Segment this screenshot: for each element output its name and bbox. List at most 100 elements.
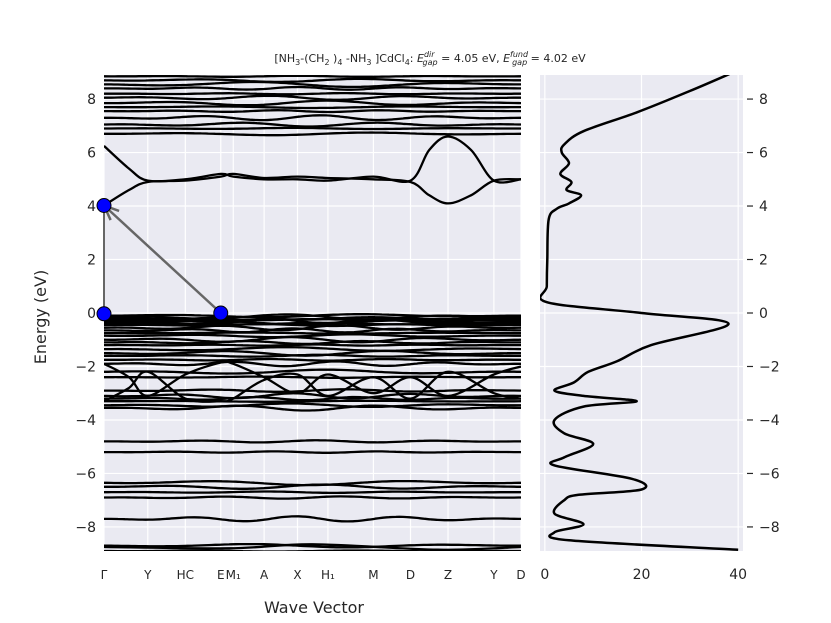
valence-band-line — [104, 327, 521, 334]
dos-x-tick-label: 0 — [540, 567, 549, 583]
conduction-band-line — [104, 131, 521, 137]
valence-band-line — [104, 335, 521, 344]
y-axis-label: Energy (eV) — [31, 270, 50, 364]
kpoint-label: Z — [444, 568, 452, 582]
valence-band-line — [104, 333, 521, 339]
conduction-band-line — [104, 75, 521, 78]
valence-band-line — [104, 549, 521, 551]
conduction-band-line — [104, 85, 521, 91]
title-egap-symbol-fund: E — [503, 52, 510, 65]
conduction-band-line — [104, 105, 521, 110]
conduction-band-line — [104, 121, 521, 128]
title-formula-a: [NH — [274, 52, 295, 65]
conduction-band-line — [104, 126, 521, 131]
kpoint-label: M — [368, 568, 378, 582]
valence-band-line — [104, 542, 521, 549]
kpoint-label: X — [293, 568, 301, 582]
dos-lines — [540, 75, 739, 551]
x-axis-label: Wave Vector — [264, 598, 364, 617]
valence-band-line — [104, 321, 521, 326]
dos-y-tick-label: 6 — [759, 146, 768, 162]
vbm-direct-marker — [96, 306, 112, 322]
title-dir-value: = 4.05 eV, — [438, 52, 503, 65]
title-formula-e: ]CdCl — [372, 52, 405, 65]
valence-band-line — [104, 375, 521, 379]
chart-title-text: [NH3-(CH2 )4 -NH3 ]CdCl4: Edir gap = 4.05… — [274, 50, 586, 67]
title-egap-symbol-dir: E — [417, 52, 424, 65]
dos-x-tick-label: 20 — [633, 567, 651, 583]
valence-band-line — [104, 495, 521, 500]
valence-band-line — [104, 343, 521, 347]
title-sub-3: 4 — [337, 58, 342, 67]
kpoint-label: Γ — [101, 568, 108, 582]
title-gap-subscript-fund: gap — [512, 58, 527, 67]
valence-band-line — [104, 331, 521, 335]
valence-band-line — [104, 360, 521, 368]
conduction-band-line — [104, 77, 521, 84]
valence-band-line — [104, 323, 521, 328]
conduction-band-line — [104, 94, 521, 101]
fundamental-gap-arrow — [103, 204, 222, 314]
kpoint-label: M₁ — [226, 568, 241, 582]
kpoint-label: Y — [489, 568, 498, 582]
band-y-tick-label: 0 — [87, 306, 96, 322]
valence-band-line — [104, 404, 521, 412]
band-lines — [104, 75, 521, 551]
chart-title: [NH3-(CH2 )4 -NH3 ]CdCl4: Edir gap = 4.05… — [274, 50, 586, 67]
valence-band-line — [104, 395, 521, 402]
dispersive-band-line — [104, 360, 521, 398]
vbm-fund-marker — [213, 305, 229, 321]
title-formula-d: -NH — [342, 52, 366, 65]
dos-curve — [540, 75, 739, 551]
title-fund-value: = 4.02 eV — [527, 52, 586, 65]
dos-y-tick-label: −8 — [759, 520, 780, 536]
valence-band-line — [104, 515, 521, 523]
title-sub-1: 3 — [295, 58, 300, 67]
conduction-band-line — [104, 99, 521, 107]
dispersive-band-line — [104, 370, 521, 403]
dispersive-band-line — [104, 135, 521, 184]
title-gap-subscript-dir: gap — [423, 58, 438, 67]
dos-y-tick-label: −6 — [759, 466, 780, 482]
valence-band-line — [104, 439, 521, 444]
valence-band-line — [104, 483, 521, 490]
kpoint-label: A — [260, 568, 269, 582]
kpoint-label: D — [406, 568, 415, 582]
kpoint-label: HC — [177, 568, 194, 582]
title-formula-c: ) — [330, 52, 338, 65]
dos-y-tick-label: −2 — [759, 359, 780, 375]
band-y-tick-label: −8 — [75, 520, 96, 536]
valence-band-line — [104, 402, 521, 409]
cbm-marker — [96, 197, 112, 213]
conduction-band-line — [104, 114, 521, 122]
band-y-tick-label: −2 — [75, 359, 96, 375]
conduction-band-line — [104, 91, 521, 96]
kpoint-label: E — [217, 568, 225, 582]
band-y-tick-label: −4 — [75, 413, 96, 429]
title-sub-5: 4 — [405, 58, 410, 67]
kpoint-label: Y — [143, 568, 152, 582]
kpoint-label: H₁ — [321, 568, 335, 582]
conduction-band-line — [104, 80, 521, 89]
dos-y-tick-label: 8 — [759, 92, 768, 108]
dos-y-tick-label: 2 — [759, 253, 768, 269]
band-y-tick-label: 4 — [87, 199, 96, 215]
density-of-states-plot: −8 −6 −4 −2 0 2 4 6 8 0 20 40 — [540, 75, 780, 583]
title-sub-4: 3 — [366, 58, 371, 67]
title-formula-f: : — [410, 52, 417, 65]
valence-band-line — [104, 399, 521, 403]
dos-y-tick-label: 4 — [759, 199, 768, 215]
conduction-band-line — [104, 109, 521, 114]
title-dir-superscript: dir — [424, 50, 435, 59]
title-sub-2: 2 — [324, 58, 329, 67]
band-structure-plot: −8 −6 −4 −2 0 2 4 6 8 Γ Y HC E M₁ A X H₁ M D Z Y D — [75, 75, 526, 582]
dos-x-tick-label: 40 — [729, 567, 747, 583]
dos-y-tick-label: 0 — [759, 306, 768, 322]
dispersive-band-line — [104, 543, 521, 551]
valence-band-line — [104, 490, 521, 495]
valence-band-line — [104, 313, 521, 321]
valence-band-line — [104, 346, 521, 352]
band-y-tick-label: 2 — [87, 253, 96, 269]
valence-band-line — [104, 353, 521, 358]
